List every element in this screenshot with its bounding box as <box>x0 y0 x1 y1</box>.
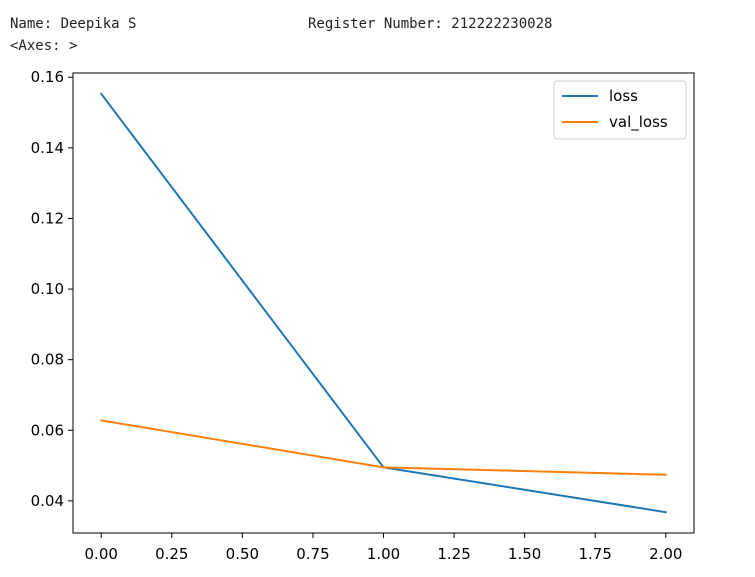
x-tick-label: 0.75 <box>296 545 329 563</box>
y-tick-label: 0.08 <box>31 351 64 369</box>
x-tick-label: 1.00 <box>367 545 400 563</box>
plot-area-frame <box>72 72 695 534</box>
x-tick-label: 0.00 <box>85 545 118 563</box>
series-lines <box>99 92 667 514</box>
y-tick-label: 0.10 <box>31 280 64 298</box>
student-name-text: Name: Deepika S <box>10 16 137 32</box>
x-tick-label: 1.75 <box>579 545 612 563</box>
x-tick-label: 2.00 <box>649 545 682 563</box>
y-tick-label: 0.14 <box>31 139 64 157</box>
x-tick-label: 0.25 <box>155 545 188 563</box>
legend-label-val-loss: val_loss <box>609 113 668 132</box>
y-tick-label: 0.06 <box>31 421 64 439</box>
register-number-text: Register Number: 212222230028 <box>308 16 553 32</box>
x-tick-label: 1.50 <box>508 545 541 563</box>
x-tick-label: 1.25 <box>437 545 470 563</box>
output-line-identity: Name: Deepika S Register Number: 2122222… <box>10 16 552 64</box>
y-tick-label: 0.16 <box>31 68 64 86</box>
y-tick-label: 0.12 <box>31 209 64 227</box>
x-tick-label: 0.50 <box>226 545 259 563</box>
series-line-val-loss <box>100 419 667 476</box>
y-tick-label: 0.04 <box>31 492 64 510</box>
legend-label-loss: loss <box>609 87 638 105</box>
legend: loss val_loss <box>553 80 687 140</box>
axis-ticks: 0.00 0.25 0.50 0.75 1.00 1.25 1.50 1.75 2.00 0.04… <box>31 68 683 563</box>
series-line-loss <box>99 92 667 514</box>
axes-repr-text: <Axes: > <box>10 38 78 54</box>
